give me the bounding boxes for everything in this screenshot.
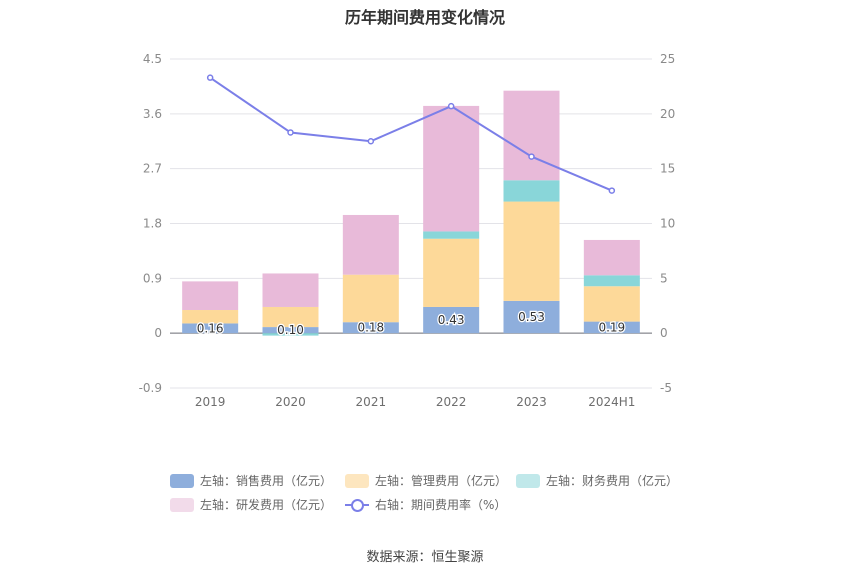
bar-segment-1 (503, 201, 560, 301)
legend-label-admin: 左轴：管理费用（亿元） (375, 474, 508, 488)
legend-swatch-rd (170, 497, 194, 512)
bar-data-label: 0.43 (438, 313, 465, 327)
bar-data-label: 0.53 (518, 310, 545, 324)
rate-point (528, 153, 535, 160)
y-left-tick-label: 0 (154, 326, 162, 340)
bar-data-label: 0.19 (598, 320, 625, 334)
bar-data-label: 0.10 (277, 323, 304, 337)
bar-segment-3 (182, 281, 239, 311)
bar-segment-3 (342, 214, 399, 275)
bar-segment-0 (182, 323, 239, 334)
legend-swatch-admin (345, 473, 369, 488)
bar-segment-0 (583, 321, 640, 334)
bar-data-label: 0.18 (357, 321, 384, 335)
legend-item-finance[interactable]: 左轴：财务费用（亿元） (516, 472, 678, 489)
legend-item-admin[interactable]: 左轴：管理费用（亿元） (345, 472, 507, 489)
y-right-tick-label: 20 (660, 107, 675, 121)
bar-segment-2 (262, 333, 319, 336)
legend-item-sales[interactable]: 左轴：销售费用（亿元） (170, 472, 332, 489)
x-tick-label: 2024H1 (588, 395, 635, 409)
bar-segment-0 (423, 306, 480, 334)
y-left-tick-label: 2.7 (143, 162, 162, 176)
bar-segment-0 (262, 327, 319, 334)
legend-item-rd[interactable]: 左轴：研发费用（亿元） (170, 496, 332, 513)
data-source: 数据来源：恒生聚源 (366, 550, 484, 565)
y-left-tick-label: 1.8 (143, 217, 162, 231)
y-left-tick-label: 3.6 (143, 107, 162, 121)
legend-label-sales: 左轴：销售费用（亿元） (200, 474, 333, 488)
y-right-tick-label: 15 (660, 162, 675, 176)
x-tick-label: 2019 (195, 395, 226, 409)
bar-segment-1 (182, 310, 239, 324)
chart-title: 历年期间费用变化情况 (344, 8, 505, 27)
y-right-tick-label: 10 (660, 217, 675, 231)
x-tick-label: 2022 (436, 395, 467, 409)
rate-point (447, 102, 455, 110)
bar-segment-0 (342, 322, 399, 334)
bar-segment-2 (583, 275, 640, 287)
bar-segment-0 (503, 300, 560, 334)
bar-segment-3 (262, 273, 319, 307)
y-right-tick-label: 0 (660, 326, 668, 340)
rate-point (287, 129, 294, 136)
bar-segment-3 (423, 105, 480, 232)
y-left-tick-label: 0.9 (143, 271, 162, 285)
legend-item-rate[interactable]: 右轴：期间费用率（%） (345, 496, 506, 513)
legend-swatch-rate (345, 498, 369, 512)
bar-segment-1 (583, 286, 640, 322)
bar-segment-2 (503, 180, 560, 202)
rate-point (206, 74, 214, 81)
bar-segment-3 (583, 239, 640, 276)
rate-line (209, 76, 613, 192)
x-tick-label: 2020 (275, 395, 306, 409)
bar-segment-1 (342, 274, 399, 323)
y-left-tick-label: -0.9 (139, 381, 162, 395)
legend-swatch-sales (170, 473, 194, 488)
y-right-tick-label: -5 (660, 381, 672, 395)
x-tick-label: 2021 (356, 395, 387, 409)
bar-segment-1 (262, 306, 319, 328)
legend-label-finance: 左轴：财务费用（亿元） (546, 474, 679, 488)
legend-swatch-finance (516, 473, 540, 488)
legend-label-rd: 左轴：研发费用（亿元） (200, 498, 333, 512)
legend-label-rate: 右轴：期间费用率（%） (375, 498, 507, 512)
bar-segment-2 (423, 231, 480, 239)
y-left-tick-label: 4.5 (143, 52, 162, 66)
bar-data-label: 0.16 (197, 321, 224, 335)
y-right-tick-label: 25 (660, 52, 675, 66)
bar-segment-3 (503, 90, 560, 181)
y-right-tick-label: 5 (660, 271, 668, 285)
rate-point (608, 187, 616, 194)
x-tick-label: 2023 (516, 395, 547, 409)
bar-segment-1 (423, 238, 480, 307)
rate-point (367, 138, 375, 145)
